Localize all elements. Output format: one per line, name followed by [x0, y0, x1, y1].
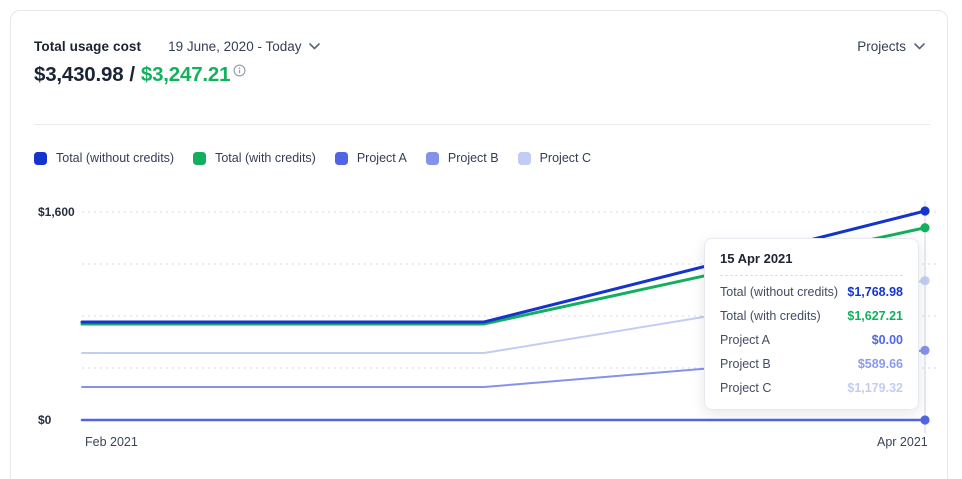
legend-label: Total (with credits): [215, 151, 316, 165]
x-axis-tick-feb: Feb 2021: [85, 435, 138, 449]
page-title: Total usage cost: [34, 39, 142, 54]
legend-item-total-without-credits[interactable]: Total (without credits): [34, 151, 174, 165]
legend-swatch: [34, 151, 47, 165]
card-header: Total usage cost 19 June, 2020 - Today P…: [34, 39, 925, 54]
amount-with-credits: $3,247.21: [140, 63, 231, 86]
legend-label: Total (without credits): [56, 151, 175, 165]
tooltip-row: Project A $0.00: [720, 328, 903, 352]
tooltip-row: Total (with credits) $1,627.21: [720, 304, 903, 328]
usage-cost-card: Total usage cost 19 June, 2020 - Today P…: [10, 10, 948, 479]
legend-item-total-with-credits[interactable]: Total (with credits): [193, 151, 316, 165]
chevron-down-icon: [309, 43, 321, 50]
projects-dropdown[interactable]: Projects: [857, 39, 925, 54]
x-axis-tick-apr: Apr 2021: [877, 435, 928, 449]
chevron-down-icon: [914, 43, 925, 50]
series-endpoint-dot-total-with-credits[interactable]: [920, 223, 930, 233]
tooltip-row: Project C $1,179.32: [720, 376, 903, 400]
tooltip-row-label: Total (with credits): [720, 309, 821, 323]
tooltip-row-value: $1,627.21: [847, 309, 903, 323]
chart-tooltip: 15 Apr 2021 Total (without credits) $1,76…: [704, 238, 919, 410]
tooltip-row-value: $1,768.98: [847, 285, 903, 299]
legend-label: Project B: [447, 151, 499, 165]
date-range-value: 19 June, 2020 - Today: [168, 39, 302, 54]
legend-label: Project A: [356, 151, 407, 165]
tooltip-row-label: Project B: [720, 357, 771, 371]
tooltip-row-label: Project C: [720, 381, 772, 395]
tooltip-row-label: Total (without credits): [720, 285, 839, 299]
tooltip-rows: Total (without credits) $1,768.98 Total (w…: [720, 276, 903, 400]
legend-item-project-a[interactable]: Project A: [334, 151, 407, 165]
series-endpoint-dot-project-b[interactable]: [920, 345, 930, 355]
tooltip-row: Total (without credits) $1,768.98: [720, 280, 903, 304]
tooltip-row-value: $1,179.32: [847, 381, 903, 395]
legend-swatch: [193, 151, 207, 165]
date-range-dropdown[interactable]: 19 June, 2020 - Today: [168, 39, 321, 54]
projects-dropdown-label: Projects: [857, 39, 906, 54]
legend-label: Project C: [539, 151, 591, 165]
y-axis-tick-0: $0: [38, 413, 52, 427]
info-icon[interactable]: [233, 64, 246, 77]
legend-swatch: [517, 151, 531, 165]
tooltip-row-label: Project A: [720, 333, 771, 347]
legend-swatch: [425, 151, 439, 165]
series-endpoint-dot-total-without-credits[interactable]: [920, 206, 930, 216]
total-amounts: $3,430.98 / $3,247.21: [34, 63, 246, 87]
amount-separator: /: [129, 63, 135, 86]
y-axis-tick-1600: $1,600: [38, 205, 75, 219]
legend-item-project-b[interactable]: Project B: [425, 151, 499, 165]
amount-without-credits: $3,430.98: [34, 63, 124, 86]
legend-item-project-c[interactable]: Project C: [517, 151, 591, 165]
series-endpoint-dot-project-a[interactable]: [920, 415, 930, 425]
tooltip-date: 15 Apr 2021: [720, 251, 903, 276]
tooltip-row: Project B $589.66: [720, 352, 903, 376]
header-divider: [34, 124, 930, 125]
series-endpoint-dot-project-c[interactable]: [920, 276, 930, 286]
chart-legend: Total (without credits) Total (with credi…: [34, 151, 591, 165]
legend-swatch: [334, 151, 348, 165]
tooltip-row-value: $589.66: [857, 357, 903, 371]
tooltip-row-value: $0.00: [871, 333, 903, 347]
